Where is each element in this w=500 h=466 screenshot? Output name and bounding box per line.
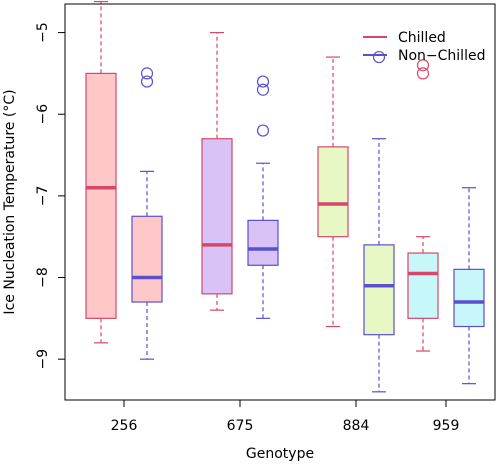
outlier-point bbox=[372, 50, 386, 64]
x-tick-label: 675 bbox=[227, 418, 254, 434]
y-tick-label: −5 bbox=[35, 22, 51, 43]
outlier-point bbox=[256, 83, 270, 96]
box-chilled-675 bbox=[201, 31, 233, 311]
box-chilled-884 bbox=[317, 56, 349, 328]
outlier-point bbox=[416, 67, 430, 80]
box-non-chilled-256 bbox=[131, 67, 163, 360]
y-tick-label: −7 bbox=[35, 186, 51, 207]
outlier-point bbox=[256, 75, 270, 88]
boxes-layer bbox=[85, 0, 485, 393]
iqr-box bbox=[85, 72, 117, 319]
box-chilled-256 bbox=[85, 0, 117, 344]
x-tick-label: 884 bbox=[343, 418, 370, 434]
iqr-box bbox=[201, 138, 233, 295]
legend: Chilled Non−Chilled bbox=[363, 30, 485, 64]
legend-label-non-chilled: Non−Chilled bbox=[398, 48, 485, 64]
y-tick-label: −6 bbox=[35, 104, 51, 125]
outlier-point bbox=[140, 67, 154, 80]
x-tick-label: 959 bbox=[433, 418, 460, 434]
iqr-box bbox=[131, 215, 163, 303]
iqr-box bbox=[363, 244, 395, 336]
y-axis-title: Ice Nucleation Temperature (°C) bbox=[2, 89, 18, 314]
iqr-box bbox=[247, 219, 279, 266]
plot-frame bbox=[64, 3, 496, 401]
y-tick-label: −8 bbox=[35, 267, 51, 288]
iqr-box bbox=[317, 146, 349, 238]
x-tick-label: 256 bbox=[111, 418, 138, 434]
box-non-chilled-675 bbox=[247, 75, 279, 319]
box-chilled-959 bbox=[407, 59, 439, 352]
legend-label-chilled: Chilled bbox=[398, 30, 446, 46]
outlier-point bbox=[256, 124, 270, 137]
x-axis-title: Genotype bbox=[246, 446, 314, 462]
outlier-point bbox=[140, 75, 154, 88]
box-non-chilled-884 bbox=[363, 50, 395, 393]
outlier-point bbox=[416, 59, 430, 72]
y-axis: −9 −8 −7 −6 −5 bbox=[35, 22, 65, 369]
box-non-chilled-959 bbox=[453, 187, 485, 385]
iqr-box bbox=[407, 252, 439, 319]
x-axis: 256 675 884 959 bbox=[111, 400, 460, 434]
iqr-box bbox=[453, 268, 485, 328]
y-tick-label: −9 bbox=[35, 349, 51, 370]
